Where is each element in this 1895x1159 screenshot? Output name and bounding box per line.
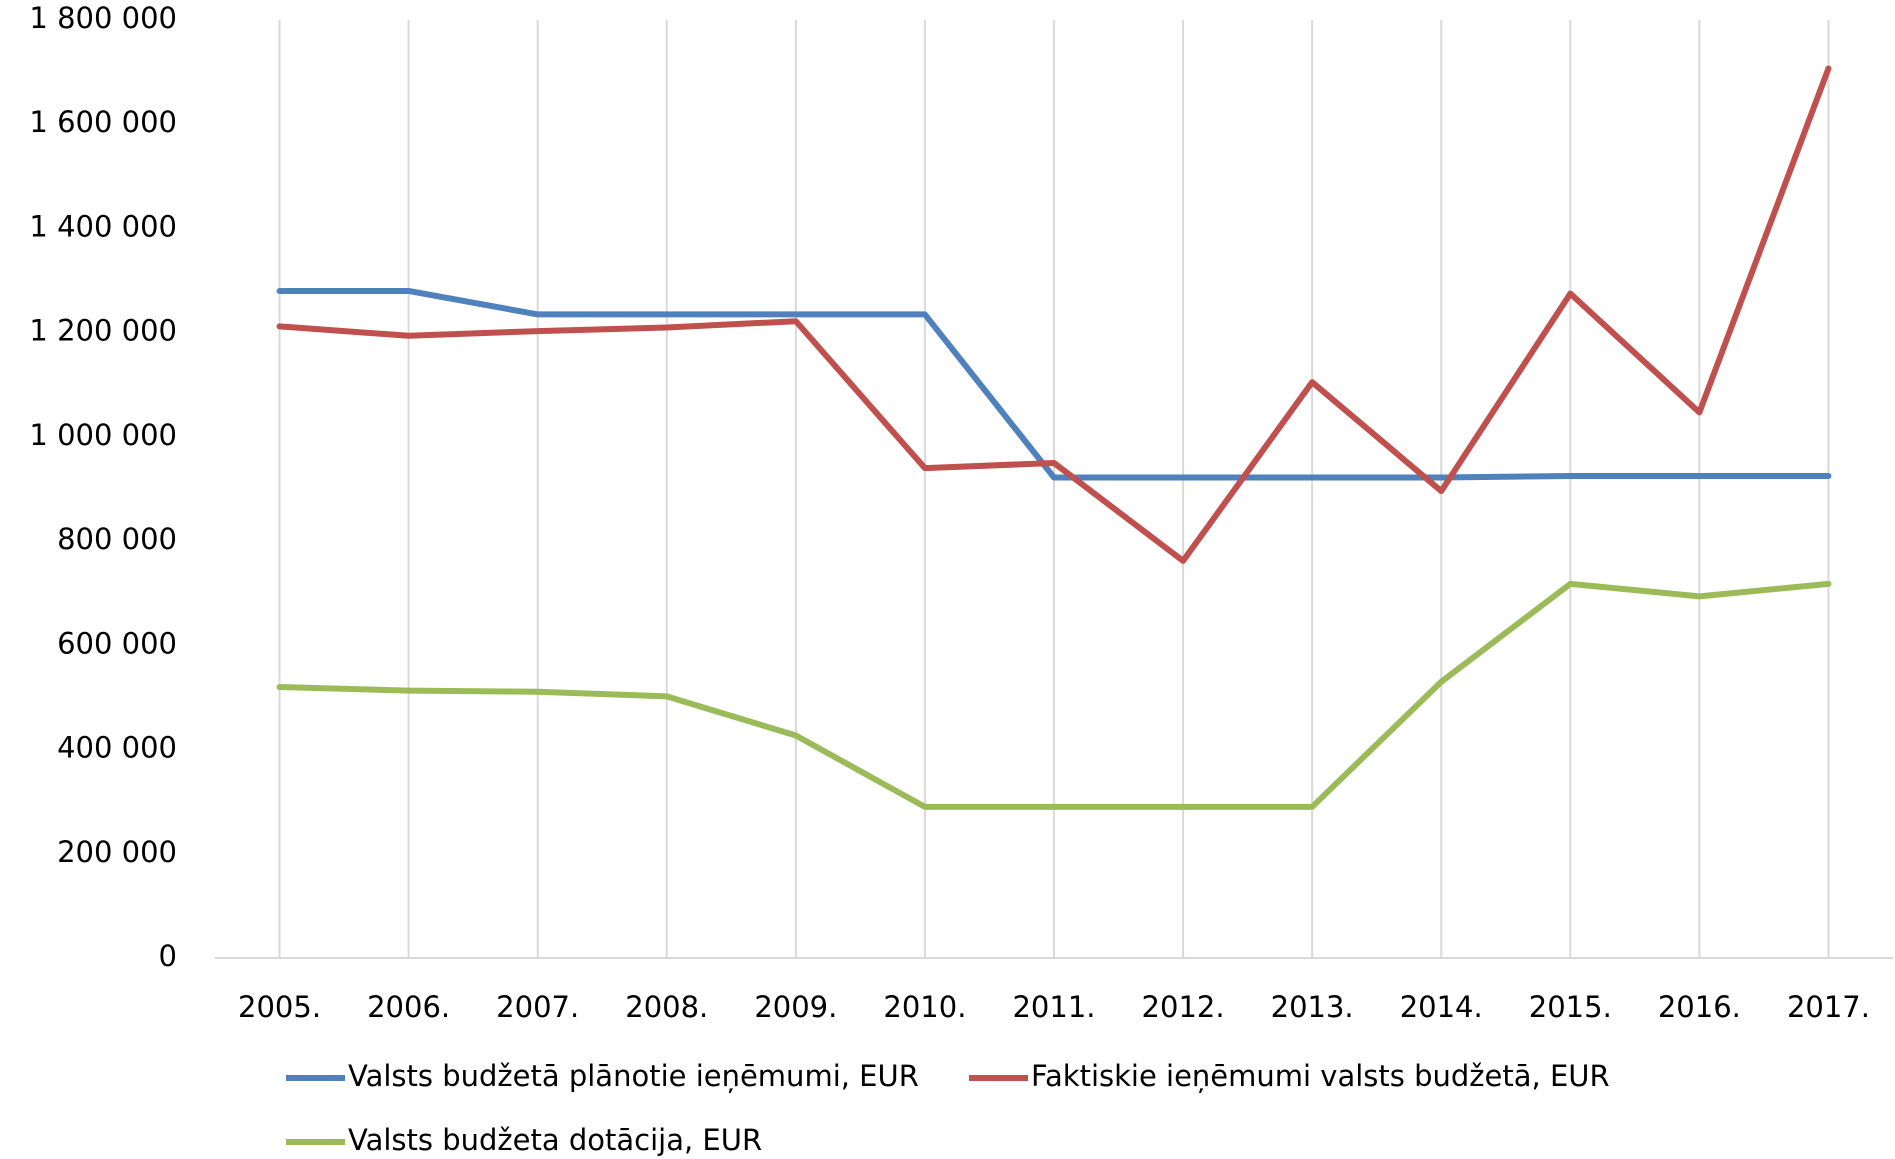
series-line: [276, 65, 1832, 564]
x-tick-label: 2007.: [496, 990, 579, 1024]
series-line: [276, 287, 1832, 481]
y-tick-label: 1 600 000: [29, 105, 177, 139]
y-tick-label: 800 000: [57, 522, 177, 556]
x-tick-label: 2010.: [883, 990, 966, 1024]
x-tick-label: 2011.: [1012, 990, 1095, 1024]
x-tick-label: 2006.: [367, 990, 450, 1024]
x-tick-label: 2014.: [1400, 990, 1483, 1024]
x-tick-label: 2013.: [1271, 990, 1354, 1024]
y-tick-label: 1 400 000: [29, 209, 177, 243]
y-tick-label: 1 200 000: [29, 314, 177, 348]
series-line: [276, 580, 1832, 810]
x-tick-label: 2005.: [238, 990, 321, 1024]
y-tick-label: 1 800 000: [29, 1, 177, 35]
x-tick-label: 2012.: [1142, 990, 1225, 1024]
y-tick-label: 0: [159, 939, 177, 973]
legend-label: Valsts budžetā plānotie ieņēmumi, EUR: [348, 1059, 919, 1093]
x-tick-label: 2008.: [625, 990, 708, 1024]
x-tick-label: 2009.: [754, 990, 837, 1024]
legend-label: Faktiskie ieņēmumi valsts budžetā, EUR: [1031, 1059, 1610, 1093]
y-tick-label: 600 000: [57, 626, 177, 660]
x-tick-label: 2015.: [1529, 990, 1612, 1024]
y-tick-label: 400 000: [57, 731, 177, 765]
y-tick-label: 200 000: [57, 835, 177, 869]
legend-label: Valsts budžeta dotācija, EUR: [348, 1123, 762, 1157]
x-tick-label: 2016.: [1658, 990, 1741, 1024]
x-tick-label: 2017.: [1787, 990, 1870, 1024]
y-tick-label: 1 000 000: [29, 418, 177, 452]
